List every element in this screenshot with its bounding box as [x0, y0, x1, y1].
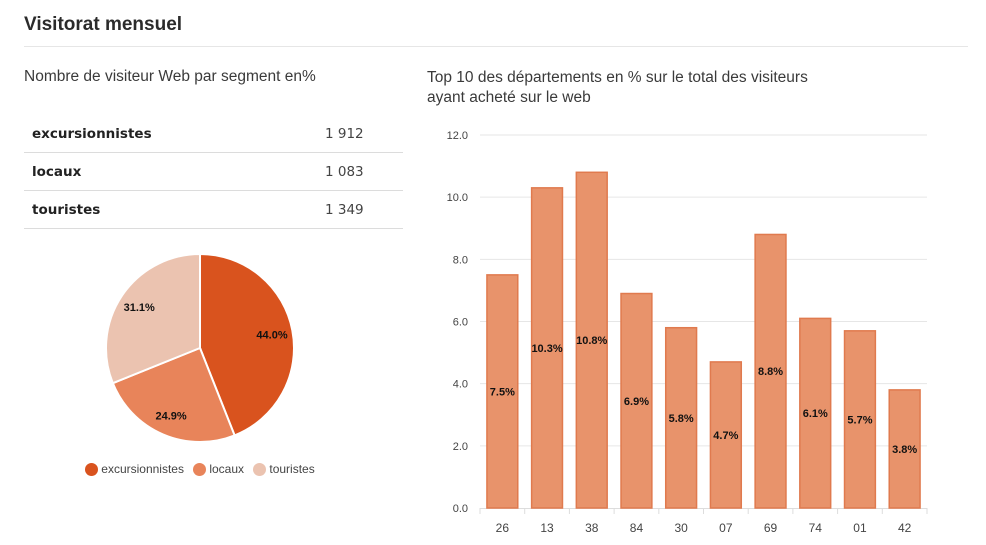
table-row: locaux 1 083 — [24, 152, 403, 191]
bar-30[interactable] — [664, 326, 698, 509]
bar-07[interactable] — [709, 361, 743, 509]
x-tick-label: 07 — [719, 521, 733, 535]
segment-label: touristes — [24, 190, 325, 229]
segment-label: excursionnistes — [24, 115, 325, 153]
pie-slice-touristes[interactable] — [105, 252, 201, 385]
segment-table: excursionnistes 1 912 locaux 1 083 touri… — [24, 115, 403, 229]
bar-38[interactable] — [575, 171, 608, 509]
right-panel-subtitle: Top 10 des départements en % sur le tota… — [427, 69, 808, 106]
x-tick-label: 74 — [809, 521, 823, 535]
pie-slice-label: 31.1% — [124, 302, 155, 314]
bar-value-label: 4.7% — [713, 430, 738, 442]
bar-value-label: 5.8% — [669, 413, 694, 425]
pie-legend: excursionnistes locaux touristes — [0, 462, 400, 479]
y-tick-label: 10.0 — [447, 192, 468, 204]
segment-value: 1 083 — [325, 152, 403, 191]
bar-01[interactable] — [843, 330, 877, 509]
x-tick-label: 69 — [764, 521, 778, 535]
page-title: Visitorat mensuel — [24, 14, 183, 35]
x-tick-label: 26 — [496, 521, 510, 535]
table-row: touristes 1 349 — [24, 190, 403, 229]
legend-swatch-icon — [85, 462, 99, 476]
x-tick-label: 01 — [853, 521, 867, 535]
bar-74[interactable] — [799, 317, 832, 509]
bar-chart: 0.0 2.0 4.0 6.0 8.0 10.0 12.0 7.5% 26 10.3% 13 10.8… — [447, 130, 928, 535]
legend-item-touristes[interactable]: touristes — [253, 462, 315, 476]
table-row: excursionnistes 1 912 — [24, 115, 403, 153]
bar-69[interactable] — [754, 233, 787, 509]
bar-value-label: 8.8% — [758, 366, 783, 378]
bar-value-label: 10.3% — [531, 343, 562, 355]
legend-swatch-icon — [253, 462, 267, 476]
bar-value-label: 5.7% — [847, 414, 872, 426]
segment-value: 1 349 — [325, 190, 403, 229]
segment-label: locaux — [24, 152, 325, 191]
pie-slice-label: 44.0% — [256, 329, 287, 341]
bar-42[interactable] — [888, 389, 921, 509]
legend-item-excursionnistes[interactable]: excursionnistes — [85, 462, 184, 476]
x-tick-label: 30 — [674, 521, 688, 535]
legend-item-locaux[interactable]: locaux — [193, 462, 244, 476]
bar-26[interactable] — [486, 274, 519, 509]
y-tick-label: 2.0 — [453, 441, 468, 453]
legend-label: excursionnistes — [101, 462, 184, 476]
bar-84[interactable] — [620, 292, 653, 509]
pie-chart: 44.0% 24.9% 31.1% — [105, 252, 295, 443]
y-tick-label: 4.0 — [453, 379, 468, 391]
bar-13[interactable] — [530, 187, 564, 509]
bar-value-label: 10.8% — [576, 335, 607, 347]
x-tick-label: 13 — [540, 521, 554, 535]
bar-value-label: 6.9% — [624, 396, 649, 408]
legend-label: touristes — [269, 462, 315, 476]
y-tick-label: 0.0 — [453, 503, 468, 515]
y-tick-label: 6.0 — [453, 317, 468, 329]
x-tick-label: 84 — [630, 521, 644, 535]
left-panel-subtitle: Nombre de visiteur Web par segment en% — [24, 68, 316, 85]
bar-value-label: 6.1% — [803, 408, 828, 420]
pie-slice-label: 24.9% — [155, 410, 186, 422]
pie-slice-excursionnistes[interactable] — [199, 252, 295, 437]
bar-value-label: 3.8% — [892, 444, 917, 456]
y-tick-label: 8.0 — [453, 254, 468, 266]
x-tick-label: 42 — [898, 521, 912, 535]
y-tick-label: 12.0 — [447, 130, 468, 142]
legend-label: locaux — [209, 462, 245, 476]
x-tick-label: 38 — [585, 521, 599, 535]
bar-value-label: 7.5% — [490, 386, 515, 398]
segment-value: 1 912 — [325, 115, 403, 153]
legend-swatch-icon — [193, 462, 207, 476]
title-divider — [24, 46, 968, 47]
